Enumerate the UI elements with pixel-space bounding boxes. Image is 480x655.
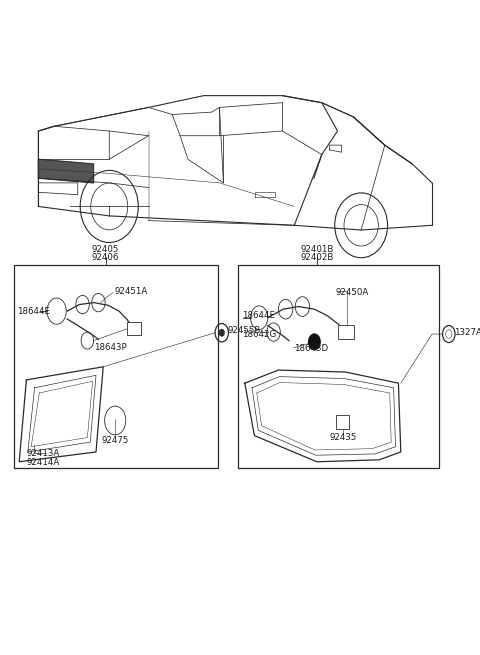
- Bar: [14, 265, 218, 468]
- Text: 18642G: 18642G: [242, 329, 276, 339]
- Text: 92451A: 92451A: [114, 287, 147, 296]
- Bar: [238, 265, 439, 468]
- Bar: [336, 415, 349, 429]
- Text: 92406: 92406: [92, 253, 120, 262]
- Text: 92455B: 92455B: [227, 326, 261, 335]
- Bar: [127, 322, 141, 335]
- Polygon shape: [38, 159, 94, 183]
- Text: 18644E: 18644E: [17, 307, 50, 316]
- Circle shape: [309, 334, 320, 350]
- Text: 92401B: 92401B: [300, 245, 334, 254]
- Text: 92413A: 92413A: [26, 449, 60, 458]
- Bar: [338, 325, 354, 339]
- Text: 92414A: 92414A: [26, 458, 60, 467]
- Text: 1327AA: 1327AA: [454, 328, 480, 337]
- Text: 18644E: 18644E: [242, 311, 276, 320]
- Text: 92402B: 92402B: [300, 253, 334, 262]
- Text: 92405: 92405: [92, 245, 120, 254]
- Text: 92475: 92475: [101, 436, 129, 445]
- Text: 18643D: 18643D: [294, 344, 328, 353]
- Text: 18643P: 18643P: [94, 343, 127, 352]
- Circle shape: [219, 329, 224, 336]
- Text: 92435: 92435: [329, 433, 357, 442]
- Text: 92450A: 92450A: [336, 288, 369, 297]
